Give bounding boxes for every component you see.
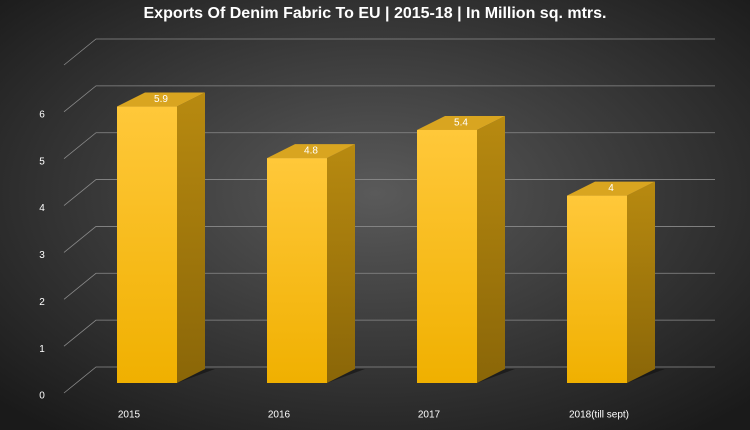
grid-line	[63, 272, 715, 300]
x-tick-label: 2016	[268, 410, 291, 421]
value-label: 4	[608, 183, 614, 194]
bar	[567, 195, 627, 383]
x-tick-label: 2017	[418, 410, 441, 421]
bar-side	[327, 144, 355, 383]
y-tick-label: 4	[39, 203, 45, 214]
y-tick-label: 5	[39, 156, 45, 167]
y-tick-label: 0	[39, 391, 45, 402]
bar-side	[177, 92, 205, 384]
grid-line	[63, 179, 715, 206]
grid-line	[63, 132, 715, 160]
y-tick-label: 6	[39, 109, 45, 120]
x-tick-label: 2015	[118, 410, 141, 421]
value-label: 5.4	[454, 118, 468, 129]
bar	[417, 129, 477, 383]
bar-top	[567, 181, 655, 196]
grid-line	[63, 85, 715, 113]
bar-side	[477, 115, 505, 383]
grid-line	[63, 366, 715, 394]
y-tick-label: 1	[39, 344, 45, 355]
bar-top	[117, 92, 205, 107]
bar-top	[267, 144, 355, 159]
bar-top	[417, 115, 505, 130]
value-label: 4.8	[304, 146, 318, 157]
plot-frame	[63, 38, 715, 66]
grid-line	[63, 226, 715, 253]
chart-title: Exports Of Denim Fabric To EU | 2015-18 …	[144, 5, 607, 22]
y-tick-label: 2	[39, 297, 45, 308]
bar	[267, 158, 327, 383]
y-tick-label: 3	[39, 250, 45, 261]
value-label: 5.9	[154, 94, 168, 105]
x-tick-label: 2018(till sept)	[569, 410, 629, 421]
bar-side	[627, 181, 655, 383]
bar	[117, 106, 177, 384]
grid-line	[63, 319, 715, 347]
